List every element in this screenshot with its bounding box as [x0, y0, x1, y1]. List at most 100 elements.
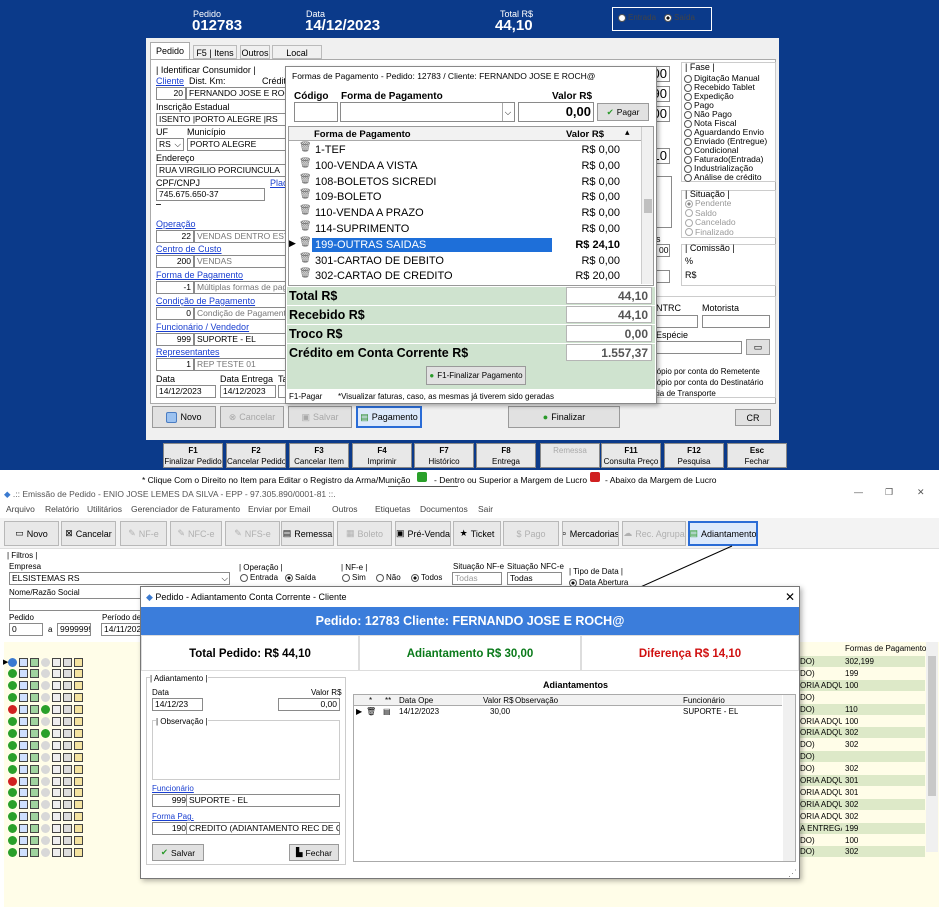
note-icon[interactable]: [52, 681, 61, 691]
print-icon[interactable]: [19, 657, 28, 667]
truck-icon[interactable]: [63, 717, 72, 726]
adiant-salvar-button[interactable]: ✔ Salvar: [152, 844, 204, 861]
truck-icon[interactable]: [63, 752, 72, 762]
fase-option[interactable]: Digitação Manual: [684, 74, 760, 83]
fase-option[interactable]: Expedição: [684, 92, 734, 101]
edit-icon[interactable]: [30, 705, 39, 715]
note-icon[interactable]: [52, 728, 61, 738]
note-icon[interactable]: [52, 800, 61, 810]
trash-icon[interactable]: 🗑: [299, 189, 312, 201]
edit-icon[interactable]: [30, 788, 39, 798]
trash-icon[interactable]: 🗑: [299, 252, 312, 264]
money-icon[interactable]: [74, 788, 83, 798]
truck-icon[interactable]: [63, 836, 72, 845]
toolbar-rec-agrupa-button[interactable]: ☁ Rec. Agrupa: [622, 521, 686, 546]
tab-outros[interactable]: Outros: [240, 45, 270, 59]
centro-custo-code-field[interactable]: 200: [156, 255, 194, 268]
print-icon[interactable]: [19, 717, 28, 726]
note-icon[interactable]: [52, 669, 61, 679]
note-icon[interactable]: [52, 657, 61, 667]
placa-link[interactable]: Plac: [270, 178, 288, 188]
cr-button[interactable]: CR: [735, 409, 771, 426]
nome-field[interactable]: [9, 598, 144, 611]
money-icon[interactable]: [74, 705, 83, 715]
print-icon[interactable]: [19, 776, 28, 786]
trash-icon[interactable]: 🗑: [299, 205, 312, 217]
representante-code-field[interactable]: 1: [156, 358, 194, 371]
money-icon[interactable]: [74, 847, 83, 857]
edit-icon[interactable]: [30, 836, 39, 845]
fase-option[interactable]: Nota Fiscal: [684, 119, 737, 128]
note-icon[interactable]: [52, 812, 61, 822]
trash-icon[interactable]: 🗑: [366, 707, 377, 716]
cliente-link[interactable]: Cliente: [156, 76, 185, 86]
fase-option[interactable]: Aguardando Envio: [684, 128, 764, 137]
ntrc-field[interactable]: [656, 315, 698, 328]
note-icon[interactable]: [52, 705, 61, 715]
fkey-f3-button[interactable]: F3 Cancelar Item: [289, 443, 349, 468]
note-icon[interactable]: [52, 788, 61, 798]
fase-option[interactable]: Enviado (Entregue): [684, 137, 767, 146]
empresa-select[interactable]: ELSISTEMAS RS ⌵: [9, 572, 230, 585]
print-icon[interactable]: [19, 669, 28, 679]
money-icon[interactable]: [74, 657, 83, 667]
print-icon[interactable]: [19, 824, 28, 834]
centro-custo-name-field[interactable]: VENDAS: [194, 255, 286, 268]
adiant-funcionario-link[interactable]: Funcionário: [152, 784, 194, 793]
entrada-filter-radio[interactable]: Entrada: [240, 573, 278, 582]
money-icon[interactable]: [74, 669, 83, 679]
condicao-name-field[interactable]: Condição de Pagamento: [194, 307, 286, 320]
adiantamentos-grid-scroll[interactable]: [783, 695, 795, 861]
menu-item[interactable]: Relatório: [45, 504, 80, 514]
fase-option[interactable]: Pago: [684, 101, 714, 110]
forma-pagamento-code-field[interactable]: -1: [156, 281, 194, 294]
print-icon[interactable]: [19, 752, 28, 762]
menu-item[interactable]: Arquivo: [6, 504, 35, 514]
trash-icon[interactable]: 🗑: [299, 142, 312, 153]
fase-option[interactable]: Análise de crédito: [684, 173, 762, 182]
print-icon[interactable]: [19, 740, 28, 750]
pedido-from-field[interactable]: 0: [9, 623, 43, 636]
truck-icon[interactable]: [63, 800, 72, 810]
grid-scroll-thumb[interactable]: [928, 656, 936, 796]
edit-icon[interactable]: [30, 776, 39, 786]
pagar-button[interactable]: ✔ Pagar: [597, 103, 649, 121]
money-icon[interactable]: [74, 824, 83, 834]
toolbar-mercadorias-button[interactable]: ⌕ Mercadorias: [562, 521, 619, 546]
cliente-name-field[interactable]: FERNANDO JOSE E ROC: [186, 87, 286, 100]
money-icon[interactable]: [74, 693, 83, 703]
truck-icon[interactable]: [63, 740, 72, 750]
adiant-func-field[interactable]: 999 SUPORTE - EL: [152, 794, 340, 807]
municipio-field[interactable]: PORTO ALEGRE: [187, 138, 286, 151]
fase-option[interactable]: Faturado(Entrada): [684, 155, 763, 164]
money-icon[interactable]: [74, 681, 83, 691]
print-icon[interactable]: [19, 847, 28, 857]
truck-icon[interactable]: [63, 776, 72, 786]
menu-item[interactable]: Outros: [332, 504, 358, 514]
novo-button[interactable]: Novo: [152, 406, 216, 428]
funcionario-vendedor-link[interactable]: Funcionário / Vendedor: [156, 322, 250, 332]
situacao-option[interactable]: Saldo: [685, 208, 717, 219]
nfe-sim-radio[interactable]: Sim: [342, 573, 366, 582]
payment-grid-scrollbar[interactable]: [641, 127, 653, 284]
print-icon[interactable]: [19, 764, 28, 774]
codigo-input[interactable]: [294, 102, 338, 122]
grid-row-icons[interactable]: [8, 739, 140, 751]
note-icon[interactable]: [52, 740, 61, 750]
cliente-code-field[interactable]: 20: [156, 87, 186, 100]
grid-row-icons[interactable]: [8, 763, 140, 775]
money-icon[interactable]: [74, 717, 83, 726]
centro-custo-link[interactable]: Centro de Custo: [156, 244, 222, 254]
sit-nfce-select[interactable]: Todas: [507, 572, 562, 585]
edit-icon[interactable]: [30, 847, 39, 857]
toolbar-cancelar-button[interactable]: ⊠ Cancelar: [61, 521, 116, 546]
print-icon[interactable]: [19, 836, 28, 845]
edit-icon[interactable]: [30, 717, 39, 726]
frete-option-1[interactable]: rópio por conta do Remetente: [654, 367, 760, 376]
grid-row-icons[interactable]: [8, 823, 140, 835]
forma-pagamento-name-field[interactable]: Múltiplas formas de pag: [194, 281, 286, 294]
tab-local-entrega[interactable]: Local Entrega: [272, 45, 322, 72]
forma-pagamento-select[interactable]: ⌵: [340, 102, 515, 122]
saida-filter-radio[interactable]: Saída: [285, 573, 316, 582]
